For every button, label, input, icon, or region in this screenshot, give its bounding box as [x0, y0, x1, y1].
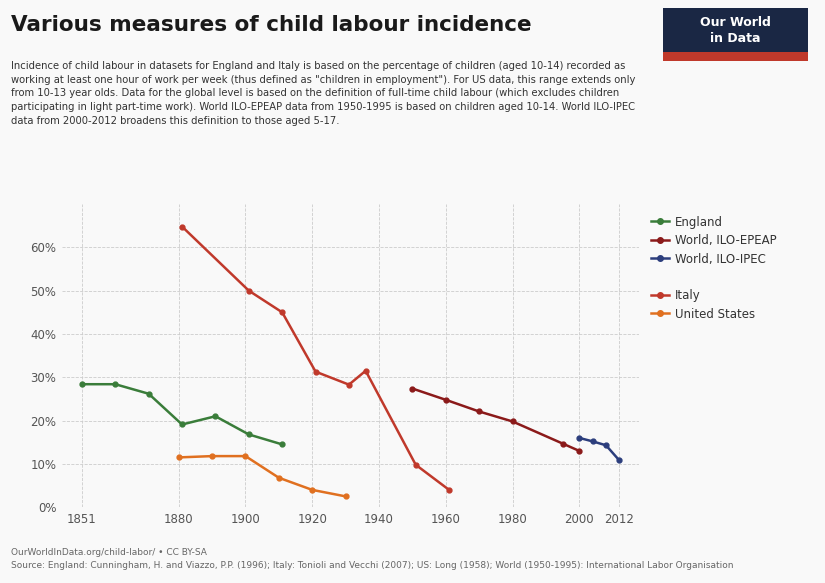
Text: Our World
in Data: Our World in Data: [700, 16, 771, 45]
Text: OurWorldInData.org/child-labor/ • CC BY-SA: OurWorldInData.org/child-labor/ • CC BY-…: [11, 548, 206, 557]
Text: Incidence of child labour in datasets for England and Italy is based on the perc: Incidence of child labour in datasets fo…: [11, 61, 635, 125]
Text: Source: England: Cunningham, H. and Viazzo, P.P. (1996); Italy: Tonioli and Vecc: Source: England: Cunningham, H. and Viaz…: [11, 561, 733, 570]
Text: Various measures of child labour incidence: Various measures of child labour inciden…: [11, 15, 531, 34]
Legend: England, World, ILO-EPEAP, World, ILO-IPEC, , Italy, United States: England, World, ILO-EPEAP, World, ILO-IP…: [651, 216, 776, 321]
